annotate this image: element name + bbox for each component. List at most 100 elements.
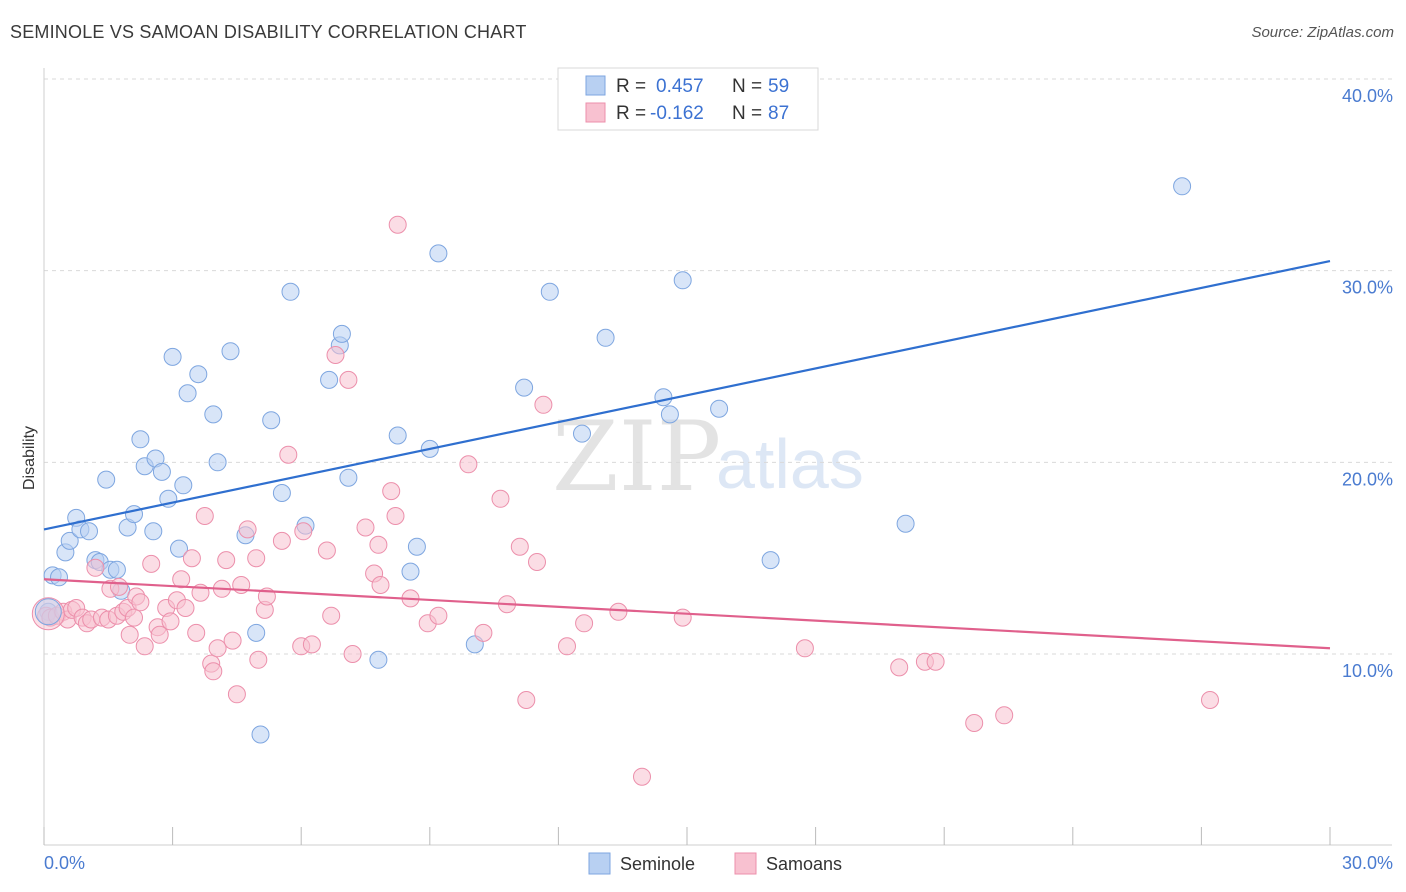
samoans-point (558, 637, 576, 656)
seminole-point (107, 560, 126, 579)
seminole-point (125, 505, 143, 524)
stats-legend: R = 0.457 N = 59 R = -0.162 N = 87 (557, 67, 819, 131)
samoans-point (227, 685, 246, 704)
seminole-point (97, 470, 116, 489)
seminole-point (429, 244, 448, 263)
seminole-cluster-point (34, 598, 62, 626)
y-tick-label: 10.0% (1342, 661, 1393, 681)
legend-swatch-seminole (585, 75, 606, 96)
seminole-point (281, 282, 300, 301)
seminole-point (1173, 177, 1192, 196)
seminole-point (401, 562, 420, 581)
legend-n-value-seminole: 59 (768, 76, 789, 97)
samoans-point (890, 658, 909, 677)
y-tick-label: 40.0% (1342, 86, 1393, 106)
trend-lines (43, 260, 1331, 650)
samoans-point (371, 576, 390, 594)
gridlines (44, 78, 1392, 655)
legend-n-label-seminole: N = (732, 76, 762, 97)
seminole-point (673, 271, 692, 290)
samoans-point (86, 558, 105, 577)
samoans-point (135, 637, 154, 656)
samoans-point (195, 507, 214, 525)
seminole-point (515, 378, 534, 397)
seminole-point (339, 468, 358, 487)
seminole-point (189, 365, 208, 384)
samoans-point (172, 570, 191, 589)
seminole-point (50, 568, 68, 587)
samoans-trend-line (43, 578, 1331, 650)
seminole-point (710, 399, 729, 418)
samoans-point (491, 489, 510, 508)
legend-n-label-samoans: N = (732, 103, 762, 124)
samoans-point (343, 645, 362, 663)
legend-r-value-seminole: 0.457 (656, 76, 704, 97)
seminole-point (131, 430, 150, 449)
samoans-point (187, 623, 206, 642)
samoans-point (510, 537, 529, 556)
samoans-point (386, 507, 405, 525)
samoans-point (204, 662, 223, 681)
samoans-point (575, 614, 594, 633)
seminole-point (320, 370, 339, 389)
seminole-point (251, 725, 270, 744)
samoans-point (995, 706, 1014, 725)
samoans-point (356, 518, 375, 537)
samoans-point (238, 520, 257, 539)
samoans-point (208, 639, 227, 658)
seminole-point (761, 551, 780, 570)
samoans-point (249, 650, 268, 669)
axes: 10.0% 20.0% 30.0% 40.0% 0.0% 30.0% (43, 68, 1393, 873)
samoans-point (272, 531, 291, 550)
legend-swatch-samoans (585, 102, 606, 123)
samoans-point (125, 608, 143, 627)
samoans-point (294, 522, 313, 541)
seminole-point (152, 462, 171, 481)
seminole-point (204, 405, 223, 424)
seminole-point (208, 453, 227, 472)
y-axis-label: Disability (21, 426, 38, 490)
seminole-trend-line (43, 260, 1331, 531)
samoans-point (429, 606, 448, 625)
samoans-point (182, 549, 201, 568)
seminole-point (660, 405, 679, 424)
samoans-point (388, 215, 407, 234)
samoans-point (110, 577, 128, 596)
samoans-point (247, 549, 266, 568)
seminole-point (60, 531, 79, 550)
seminole-point (144, 522, 163, 541)
samoans-point (150, 625, 169, 644)
seminole-point (221, 342, 240, 361)
seminole-point (369, 650, 388, 669)
samoans-point (926, 652, 945, 671)
watermark-atlas: atlas (716, 425, 864, 503)
seminole-point (596, 328, 615, 347)
samoans-point (633, 767, 651, 786)
samoans-point (1201, 691, 1219, 709)
samoans-point (223, 631, 242, 650)
seminole-point (80, 522, 98, 541)
samoans-point (279, 445, 298, 464)
seminole-point (163, 347, 182, 366)
bottom-legend-label-seminole: Seminole (620, 854, 695, 874)
seminole-point (407, 537, 426, 556)
x-tick-label: 30.0% (1342, 853, 1393, 873)
seminole-point (654, 388, 673, 407)
samoans-point (534, 395, 553, 414)
bottom-legend-swatch-seminole (588, 852, 611, 875)
legend-r-value-samoans: -0.162 (650, 103, 704, 124)
samoans-point (176, 599, 195, 617)
samoans-point (369, 535, 388, 554)
legend-n-value-samoans: 87 (768, 103, 789, 124)
legend-r-label-seminole: R = (616, 76, 646, 97)
samoans-point (673, 608, 692, 627)
seminole-point (170, 539, 188, 558)
samoans-point (302, 635, 321, 654)
samoans-point (120, 625, 139, 644)
samoans-point (142, 554, 161, 573)
seminole-point (540, 282, 559, 301)
samoans-point (317, 541, 336, 560)
samoans-point (161, 612, 180, 631)
samoans-point (795, 639, 814, 658)
samoans-point (339, 370, 358, 389)
